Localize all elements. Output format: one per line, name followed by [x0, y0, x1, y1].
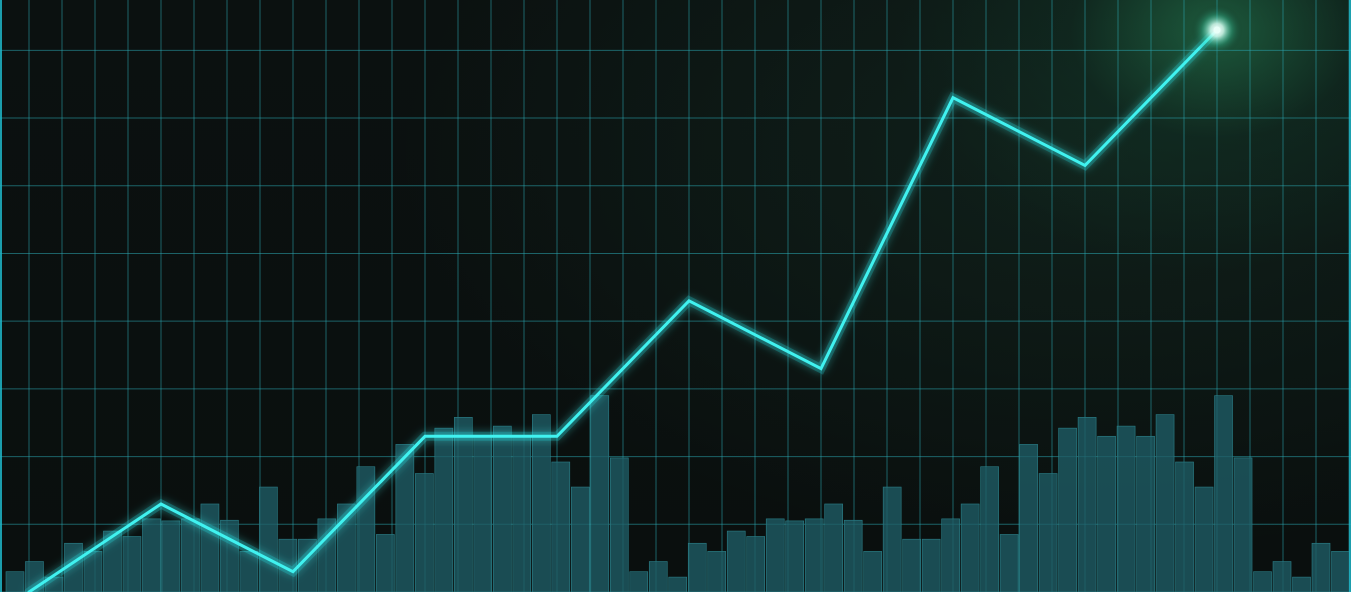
volume-bar [999, 534, 1019, 592]
volume-bar [785, 520, 805, 592]
left-edge-border [0, 0, 2, 592]
volume-bar [1214, 395, 1233, 592]
volume-bar [902, 538, 921, 592]
volume-bar [1136, 435, 1155, 592]
volume-bar [863, 551, 882, 592]
volume-bar [1331, 551, 1350, 592]
volume-bar [668, 576, 688, 592]
volume-bar [5, 571, 25, 592]
volume-bar [648, 561, 668, 592]
volume-bar [1253, 571, 1272, 592]
volume-bar [512, 435, 532, 592]
volume-bar [1019, 444, 1038, 592]
volume-bar [122, 536, 142, 592]
volume-bar [181, 518, 200, 592]
volume-bar [726, 530, 746, 592]
volume-bar [161, 520, 181, 592]
volume-bar [1155, 414, 1175, 592]
volume-bar [142, 518, 161, 592]
volume-bar [941, 518, 960, 592]
volume-bar [395, 444, 415, 592]
volume-bar [434, 427, 454, 592]
volume-bar [1038, 473, 1058, 592]
volume-bar [1058, 427, 1077, 592]
volume-bar [473, 435, 493, 592]
volume-bar [1116, 425, 1136, 592]
volume-bar [551, 461, 571, 592]
volume-bar [1097, 435, 1116, 592]
volume-bar [570, 486, 590, 592]
trend-line-group [24, 25, 1222, 592]
volume-bar [200, 503, 220, 592]
volume-bar [337, 503, 356, 592]
volume-bar [531, 414, 551, 592]
volume-bar [707, 551, 727, 592]
right-edge-border [1349, 0, 1351, 592]
volume-bar [687, 542, 707, 592]
volume-bar [454, 417, 473, 592]
trend-line [27, 28, 1219, 592]
volume-bars [5, 395, 1350, 592]
volume-bar [1292, 576, 1311, 592]
volume-bar [1233, 457, 1253, 592]
volume-bar [376, 534, 395, 592]
volume-bar [629, 571, 649, 592]
volume-bar [259, 486, 278, 592]
volume-bar [356, 466, 376, 592]
volume-bar [493, 425, 512, 592]
volume-bar [804, 518, 824, 592]
volume-bar [239, 551, 259, 592]
volume-bar [824, 503, 843, 592]
volume-bar [882, 486, 902, 592]
volume-bar [1194, 486, 1214, 592]
volume-bar [1077, 417, 1097, 592]
volume-bar [921, 538, 941, 592]
volume-bar [1175, 461, 1194, 592]
volume-bar [746, 536, 766, 592]
volume-bar [415, 473, 434, 592]
volume-bar [980, 466, 999, 592]
volume-bar [590, 395, 610, 592]
volume-bar [1272, 561, 1292, 592]
endpoint-dot [1213, 26, 1221, 34]
volume-bar [960, 503, 980, 592]
volume-bar [1311, 542, 1331, 592]
volume-bar [843, 519, 863, 592]
endpoint-marker-group [1191, 4, 1243, 56]
volume-bar [609, 457, 629, 592]
volume-bar [765, 518, 785, 592]
